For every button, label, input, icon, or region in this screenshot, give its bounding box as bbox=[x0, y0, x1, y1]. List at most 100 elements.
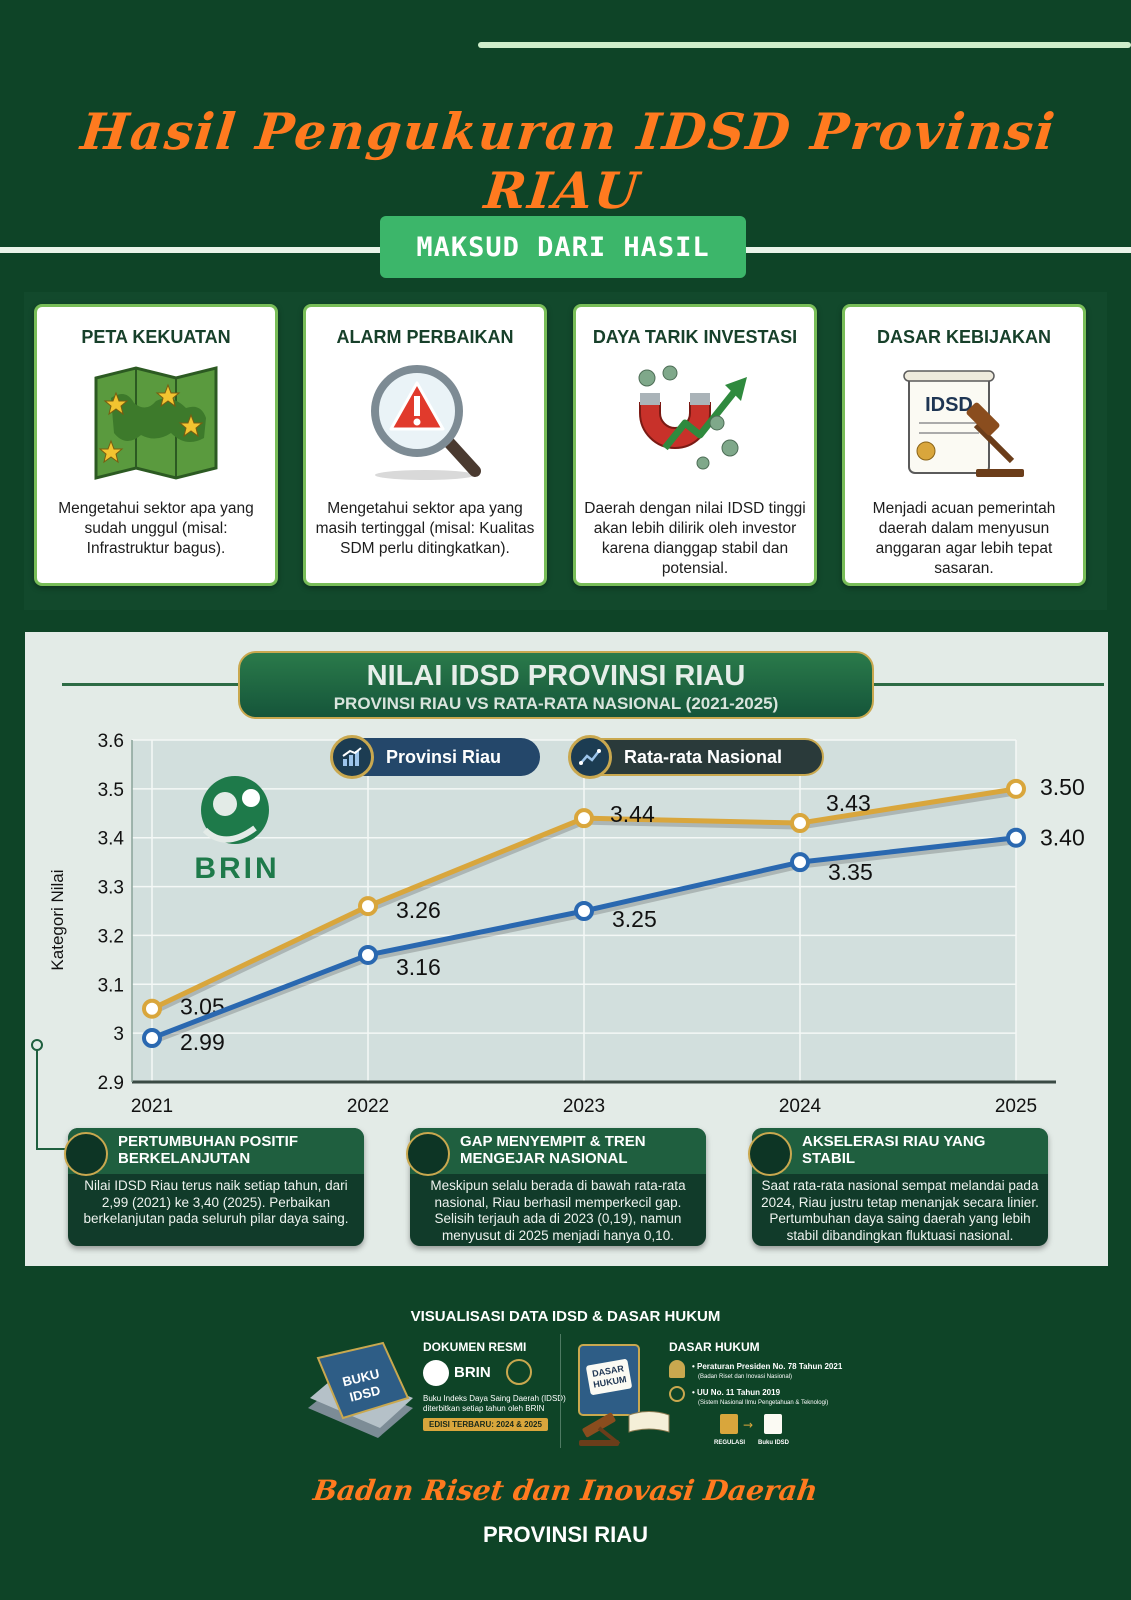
y-tick-label: 3.6 bbox=[98, 731, 124, 752]
legend-label: Provinsi Riau bbox=[386, 746, 502, 767]
top-decor-line bbox=[478, 42, 1131, 48]
x-tick-label: 2021 bbox=[131, 1096, 173, 1117]
card-title: DAYA TARIK INVESTASI bbox=[592, 327, 798, 347]
buku-idsd-label: Buku IDSD bbox=[758, 1440, 790, 1446]
trend-line-icon bbox=[568, 735, 612, 779]
data-point bbox=[790, 813, 810, 834]
note-text: Nilai IDSD Riau terus naik setiap tahun,… bbox=[83, 1178, 349, 1226]
data-label: 3.35 bbox=[828, 859, 873, 885]
y-tick-label: 3.3 bbox=[98, 878, 124, 899]
note-gap: GAP MENYEMPIT & TREN MENGEJAR NASIONAL M… bbox=[406, 1128, 706, 1246]
data-point bbox=[1006, 778, 1026, 799]
magnifier-alert-icon bbox=[371, 365, 481, 480]
note-text: Saat rata-rata nasional sempat melandai … bbox=[761, 1178, 1039, 1243]
data-point bbox=[358, 944, 378, 965]
seal-icon bbox=[506, 1359, 532, 1385]
data-point bbox=[142, 1028, 162, 1049]
line-chart: 2.9 3 3.1 3.2 3.3 3.4 3.5 3.6 2021 2022 2023 2024 20… bbox=[98, 731, 1085, 1117]
stability-icon bbox=[748, 1132, 792, 1176]
brin-mark-icon bbox=[423, 1360, 449, 1386]
y-axis-label: Kategori Nilai bbox=[48, 869, 67, 971]
card-text: Mengetahui sektor apa yang sudah unggul … bbox=[58, 500, 254, 557]
card-text: Menjadi acuan pemerintah daerah dalam me… bbox=[872, 500, 1056, 577]
card-peta-kekuatan: PETA KEKUATAN Mengetahui sektor apa yang… bbox=[34, 304, 278, 586]
data-label: 3.44 bbox=[610, 801, 655, 827]
note-title: PERTUMBUHAN POSITIF BERKELANJUTAN bbox=[118, 1133, 298, 1167]
legend-provinsi-riau: Provinsi Riau bbox=[330, 735, 540, 779]
divider-right bbox=[745, 247, 1131, 253]
y-tick-label: 3.5 bbox=[98, 780, 124, 801]
law-1-sub: (Badan Riset dan Inovasi Nasional) bbox=[698, 1374, 793, 1380]
note-header bbox=[410, 1128, 706, 1174]
legend-label: Rata-rata Nasional bbox=[624, 746, 783, 767]
data-label: 3.43 bbox=[826, 790, 871, 816]
data-point bbox=[574, 901, 594, 921]
y-tick-label: 3.4 bbox=[98, 829, 125, 850]
note-pertumbuhan: PERTUMBUHAN POSITIF BERKELANJUTAN Nilai … bbox=[64, 1128, 364, 1246]
people-gap-icon bbox=[406, 1132, 450, 1176]
y-tick-label: 3.1 bbox=[98, 975, 124, 996]
y-tick-label: 2.9 bbox=[98, 1073, 124, 1094]
document-gavel-icon: IDSD bbox=[903, 370, 1024, 477]
brin-label: BRIN bbox=[194, 852, 279, 885]
data-point bbox=[790, 852, 810, 873]
svg-text:IDSD: IDSD bbox=[925, 394, 973, 416]
atom-icon bbox=[669, 1386, 685, 1402]
footer-title: VISUALISASI DATA IDSD & DASAR HUKUM bbox=[410, 1308, 721, 1325]
chart-title: NILAI IDSD PROVINSI RIAU bbox=[366, 660, 746, 692]
x-tick-label: 2025 bbox=[995, 1096, 1037, 1117]
province-name: PROVINSI RIAU bbox=[482, 1522, 649, 1547]
y-tick-label: 3 bbox=[113, 1024, 124, 1045]
note-title: AKSELERASI RIAU YANG STABIL bbox=[802, 1133, 986, 1167]
law-2: • UU No. 11 Tahun 2019 bbox=[692, 1388, 781, 1397]
data-point bbox=[142, 998, 162, 1019]
law-book-gavel-icon: DASAR HUKUM bbox=[578, 1344, 670, 1446]
x-tick-label: 2024 bbox=[779, 1096, 822, 1117]
magnet-growth-icon bbox=[638, 365, 747, 470]
doc-desc-2: diterbitkan setiap tahun oleh BRIN bbox=[423, 1404, 545, 1413]
buku-idsd-small-icon bbox=[764, 1414, 782, 1434]
x-tick-label: 2022 bbox=[347, 1096, 389, 1117]
agency-name: Badan Riset dan Inovasi Daerah bbox=[311, 1474, 820, 1507]
card-text: Daerah dengan nilai IDSD tinggi akan leb… bbox=[584, 500, 806, 577]
data-label: 3.50 bbox=[1040, 774, 1085, 800]
card-text: Mengetahui sektor apa yang masih terting… bbox=[315, 500, 535, 557]
growth-chart-icon bbox=[64, 1132, 108, 1176]
data-point bbox=[358, 896, 378, 917]
x-tick-label: 2023 bbox=[563, 1096, 605, 1117]
divider-left bbox=[0, 247, 380, 253]
person-icon bbox=[669, 1360, 685, 1378]
data-label: 2.99 bbox=[180, 1029, 225, 1055]
data-label: 3.26 bbox=[396, 897, 441, 923]
card-title: DASAR KEBIJAKAN bbox=[876, 327, 1051, 347]
doc-desc-1: Buku Indeks Daya Saing Daerah (IDSD) bbox=[423, 1394, 566, 1403]
edition-badge: EDISI TERBARU: 2024 & 2025 bbox=[423, 1418, 548, 1431]
brin-logo: BRIN bbox=[194, 776, 279, 885]
data-point bbox=[1006, 827, 1026, 848]
svg-text:IDSD: IDSD bbox=[348, 1383, 382, 1405]
header-decor-left bbox=[62, 683, 238, 686]
law-1: • Peraturan Presiden No. 78 Tahun 2021 bbox=[692, 1362, 843, 1371]
note-header bbox=[752, 1128, 1048, 1174]
card-dasar-kebijakan: DASAR KEBIJAKAN IDSD Menjadi acuan pemer… bbox=[842, 304, 1086, 586]
card-alarm-perbaikan: ALARM PERBAIKAN Mengetahui sektor apa ya… bbox=[303, 304, 547, 586]
note-title: GAP MENYEMPIT & TREN MENGEJAR NASIONAL bbox=[460, 1133, 646, 1167]
y-tick-label: 3.2 bbox=[98, 926, 124, 947]
map-icon bbox=[94, 366, 218, 480]
note-text: Meskipun selalu berada di bawah rata-rat… bbox=[430, 1178, 686, 1243]
footer-brin: BRIN bbox=[454, 1364, 491, 1381]
connector-dot bbox=[31, 1039, 43, 1051]
footer-divider bbox=[560, 1334, 561, 1448]
chart-header: NILAI IDSD PROVINSI RIAU PROVINSI RIAU V… bbox=[238, 651, 874, 719]
card-title: PETA KEKUATAN bbox=[81, 327, 231, 347]
note-akselerasi: AKSELERASI RIAU YANG STABIL Saat rata-ra… bbox=[748, 1128, 1048, 1246]
data-label: 3.40 bbox=[1040, 825, 1085, 851]
header-decor-right bbox=[874, 683, 1104, 686]
legend-rata-rata-nasional: Rata-rata Nasional bbox=[568, 735, 824, 779]
doc-title: DOKUMEN RESMI bbox=[423, 1340, 527, 1354]
arrow-right-icon: → bbox=[743, 1418, 754, 1432]
section-label: MAKSUD DARI HASIL bbox=[380, 216, 746, 278]
note-header bbox=[68, 1128, 364, 1174]
data-point bbox=[574, 808, 594, 829]
regulation-doc-icon bbox=[720, 1414, 738, 1434]
